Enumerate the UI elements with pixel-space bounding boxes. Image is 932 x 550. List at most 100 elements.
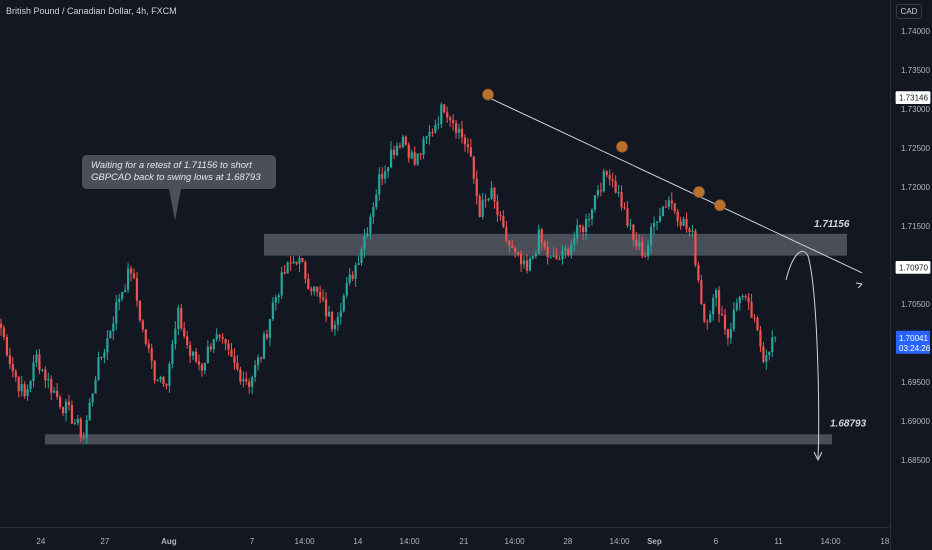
candle-body [614,181,617,193]
candle-body [472,156,475,179]
candle-body [56,390,59,397]
candle-body [265,334,269,338]
candle-body [629,224,632,226]
time-tick-label: Sep [647,537,662,546]
candle-body [351,274,354,279]
candle-body [254,365,257,378]
candle-body [203,363,206,371]
candle-body [428,131,431,137]
candle-body [47,379,50,381]
candle-body [732,309,735,330]
candle-body [398,145,402,147]
candle-body [652,222,656,228]
candle-body [91,393,94,403]
candle-body [357,262,360,266]
candle-body [345,282,348,296]
candle-body [454,123,458,133]
time-tick-label: 14:00 [610,537,631,546]
candle-body [221,336,224,339]
candle-body [156,379,159,381]
candle-body [703,303,706,322]
candle-body [762,346,765,362]
candle-body [141,320,144,330]
candle-body [549,256,552,258]
candle-body [723,315,727,330]
candle-body [271,302,274,320]
candle-body [579,225,582,228]
candle-body [395,145,399,156]
candle-body [233,356,236,364]
candle-body [79,419,82,438]
candle-body [387,167,390,172]
candle-body [570,244,573,256]
candle-body [679,221,682,226]
candle-body [348,274,351,283]
time-tick-label: 14:00 [505,537,526,546]
candle-body [605,171,608,176]
candle-body [88,402,91,421]
candle-body [209,346,212,350]
trendline-arrow-head [855,282,863,289]
candle-body [251,377,254,387]
candle-body [307,278,310,289]
swing-high-marker [714,199,726,212]
candle-body [366,233,369,236]
candle-body [425,136,428,139]
candle-body [0,323,3,328]
candle-body [227,343,230,350]
candle-body [336,317,339,325]
candle-body [664,206,667,208]
candle-body [709,314,712,322]
candle-body [135,277,139,301]
candle-body [774,336,777,338]
candle-body [29,381,32,389]
candle-body [197,361,201,365]
candle-body [587,219,591,221]
price-tick-label: 1.70500 [901,300,930,309]
candle-body [147,343,150,349]
candle-body [599,190,602,192]
candle-body [552,255,555,257]
candle-body [534,253,537,257]
candle-body [596,190,600,196]
candle-body [230,349,233,357]
candle-body [5,337,9,356]
candle-body [132,273,136,278]
candle-body [466,144,469,148]
support-level-label: 1.68793 [830,418,867,429]
candle-body [61,407,65,414]
candle-body [342,295,345,312]
candle-body [469,147,472,157]
time-tick-label: 7 [250,537,255,546]
candle-body [540,229,543,243]
candle-body [378,174,381,195]
candle-body [53,390,56,393]
candle-body [200,364,204,371]
candle-body [289,262,292,264]
candle-body [319,291,322,298]
candle-body [2,327,6,338]
candle-body [333,324,337,330]
candle-body [44,369,47,381]
candle-body [64,401,68,414]
swing-high-marker [693,186,705,198]
candle-body [759,330,762,347]
trendline-end-price-label: 1.70970 [899,263,928,272]
candle-body [245,379,248,382]
candle-body [410,152,413,159]
candle-body [481,199,484,217]
candle-body [528,258,532,271]
candle-body [38,354,41,371]
candle-body [23,384,26,397]
candle-body [20,384,23,392]
candle-body [688,228,691,232]
candle-body [531,256,534,259]
candle-body [726,329,730,338]
candle-body [576,225,579,239]
candle-body [85,420,88,438]
candle-body [567,248,570,256]
currency-selector-button[interactable]: CAD [896,4,922,19]
candle-body [452,120,455,124]
